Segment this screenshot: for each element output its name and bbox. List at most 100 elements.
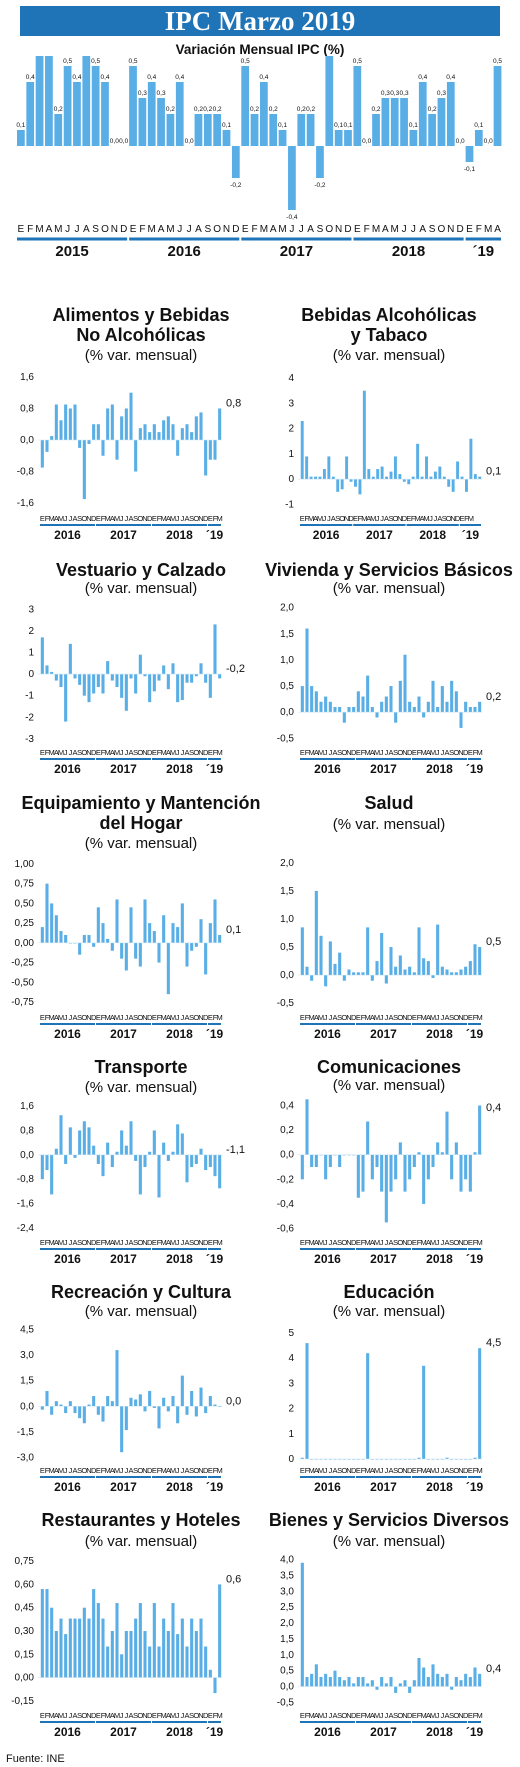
month-tick: A <box>54 1466 59 1475</box>
bar <box>325 56 334 146</box>
bar <box>180 1375 184 1407</box>
bar <box>450 1459 454 1460</box>
data-label: 0,0 <box>484 138 493 145</box>
bar <box>101 1154 105 1177</box>
bar <box>328 701 332 713</box>
bar <box>431 680 435 713</box>
month-tick: J <box>68 1466 72 1475</box>
month-tick: N <box>198 1466 203 1475</box>
bar <box>412 972 416 976</box>
bar <box>431 1664 435 1687</box>
month-tick: J <box>376 514 380 523</box>
month-tick: A <box>332 1711 337 1720</box>
bar <box>422 958 426 976</box>
bar <box>468 1459 472 1460</box>
y-tick: -2 <box>25 712 34 723</box>
month-tick: J <box>384 1711 388 1720</box>
bar <box>473 944 477 976</box>
bar <box>63 66 72 146</box>
subtitle-restaurantes: (% var. mensual) <box>84 1533 198 1550</box>
month-tick: F <box>27 224 33 235</box>
month-tick: M <box>365 1013 371 1022</box>
bar <box>194 416 198 440</box>
month-tick: N <box>142 748 147 757</box>
month-tick: F <box>305 1013 310 1022</box>
bar <box>366 1683 370 1687</box>
bar <box>64 934 68 943</box>
month-tick: F <box>213 748 218 757</box>
bar <box>138 1394 142 1407</box>
bar <box>199 663 203 675</box>
data-label: 0,5 <box>241 58 250 65</box>
bar <box>445 1673 449 1687</box>
y-tick: 0 <box>28 669 34 680</box>
data-label: 0,2 <box>428 106 437 113</box>
y-tick: -1,5 <box>17 1427 35 1438</box>
bar <box>398 680 402 713</box>
month-tick: A <box>426 1466 431 1475</box>
month-tick: D <box>147 1466 153 1475</box>
month-tick: F <box>251 224 257 235</box>
month-tick: O <box>137 1711 143 1720</box>
bar <box>190 432 194 440</box>
month-tick: F <box>417 1013 422 1022</box>
month-tick: D <box>147 514 153 523</box>
month-tick: S <box>77 1711 82 1720</box>
y-tick: 0,0 <box>20 435 34 446</box>
bar <box>336 479 340 492</box>
month-tick: S <box>77 748 82 757</box>
y-tick: 0,0 <box>280 1150 294 1161</box>
bar <box>110 1631 114 1678</box>
subtitle-recreacion: (% var. mensual) <box>84 1303 198 1320</box>
month-tick: A <box>426 1013 431 1022</box>
bar <box>428 114 436 146</box>
month-tick: J <box>380 514 384 523</box>
bar <box>106 661 110 675</box>
bar <box>134 1154 138 1161</box>
data-label: 0,2 <box>213 106 222 113</box>
bar <box>101 1406 105 1422</box>
bar <box>331 476 335 480</box>
month-tick: E <box>406 514 411 523</box>
month-tick: M <box>58 1466 64 1475</box>
month-tick: F <box>361 1466 366 1475</box>
month-tick: E <box>152 1013 157 1022</box>
bar <box>422 1154 426 1204</box>
month-tick: N <box>198 1711 203 1720</box>
month-tick: A <box>426 1238 431 1247</box>
month-tick: E <box>468 1466 473 1475</box>
month-tick: M <box>105 514 111 523</box>
month-tick: A <box>388 1711 393 1720</box>
chart-salud: 2,01,51,00,50,0-0,50,5E F M A M J J A S O N D E F M A M J… <box>277 858 502 1041</box>
month-tick: O <box>453 1238 459 1247</box>
year-label: 2017 <box>370 1725 397 1739</box>
month-tick: J <box>124 748 128 757</box>
month-tick: O <box>193 1466 199 1475</box>
month-tick: F <box>157 1466 162 1475</box>
month-tick: D <box>351 748 357 757</box>
bar <box>194 674 198 677</box>
bar <box>465 146 474 162</box>
y-tick: 0,5 <box>280 1666 294 1677</box>
bar <box>171 424 175 440</box>
chart-comunicaciones: 0,40,20,0-0,2-0,4-0,60,4E F M A M J J A S O N D E F M A… <box>277 1099 501 1266</box>
data-label: 0,4 <box>26 74 35 81</box>
year-label: 2017 <box>366 528 393 542</box>
bar <box>45 883 49 943</box>
bar <box>157 1154 161 1198</box>
bar <box>408 966 412 976</box>
bar <box>310 975 314 981</box>
bar <box>185 424 189 440</box>
month-tick: M <box>374 748 380 757</box>
bar <box>171 1603 175 1678</box>
bar <box>300 1154 304 1180</box>
y-tick: 0,5 <box>280 942 294 953</box>
bar <box>411 476 415 480</box>
bar <box>176 440 180 456</box>
month-tick: F <box>305 1711 310 1720</box>
y-tick: -0,50 <box>11 977 34 988</box>
data-label: 0,2 <box>306 106 315 113</box>
bar <box>166 674 170 690</box>
month-tick: A <box>54 748 59 757</box>
